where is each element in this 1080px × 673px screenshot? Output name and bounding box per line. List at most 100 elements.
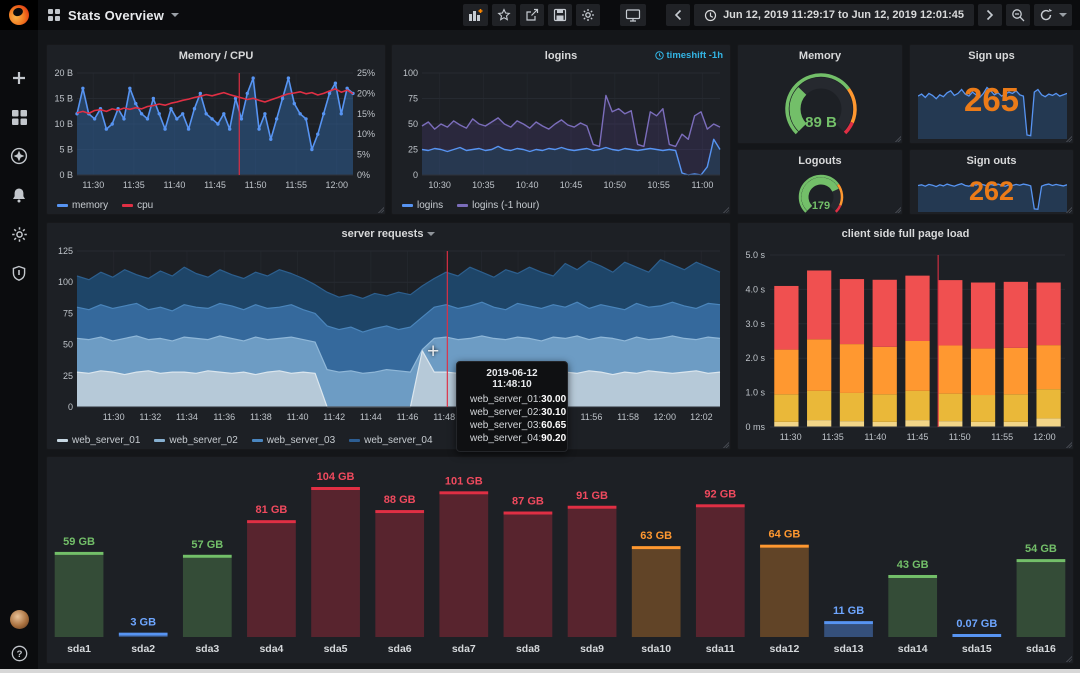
page-load-chart[interactable]: 5.0 s 4.0 s 3.0 s 2.0 s 1.0 s 0 ms 11:30 11:35 1… [738, 243, 1075, 449]
save-dashboard-button[interactable] [548, 4, 573, 26]
panel-signouts: Sign outs 262 [909, 149, 1074, 215]
legend: logins logins (-1 hour) [402, 200, 539, 211]
svg-text:11:35: 11:35 [123, 180, 145, 190]
share-dashboard-button[interactable] [520, 4, 545, 26]
user-avatar[interactable] [9, 609, 29, 629]
grafana-logo[interactable] [0, 0, 38, 30]
svg-text:10:35: 10:35 [472, 180, 495, 190]
add-panel-button[interactable] [463, 4, 489, 26]
svg-text:92 GB: 92 GB [704, 488, 736, 500]
dashboard-title-caret-icon[interactable] [171, 13, 180, 17]
svg-text:sda2: sda2 [131, 643, 155, 655]
dashboards-icon[interactable] [9, 107, 29, 127]
svg-text:87 GB: 87 GB [512, 496, 544, 508]
svg-text:15%: 15% [357, 109, 375, 119]
legend-item[interactable]: cpu [122, 200, 153, 211]
svg-text:sda6: sda6 [388, 643, 412, 655]
svg-text:101 GB: 101 GB [445, 475, 483, 487]
legend-item[interactable]: web_server_01 [57, 435, 140, 446]
disk-usage-chart[interactable]: 59 GB sda1 3 GB sda2 57 GB sda3 81 GB sda4 104 G… [47, 457, 1073, 663]
svg-text:11:30: 11:30 [82, 180, 104, 190]
svg-text:43 GB: 43 GB [897, 559, 929, 571]
legend-item[interactable]: logins (-1 hour) [457, 200, 539, 211]
dashboard-title[interactable]: Stats Overview [68, 7, 165, 23]
explore-compass-icon[interactable] [9, 146, 29, 166]
svg-text:10:45: 10:45 [560, 180, 583, 190]
panel-logins: logins timeshift -1h 100 75 50 25 0 10:30 10:3… [391, 44, 731, 215]
panel-title[interactable]: Memory / CPU [178, 50, 254, 62]
legend: web_server_01 web_server_02 web_server_03 w… [57, 435, 433, 446]
legend-item[interactable]: logins [402, 200, 443, 211]
signups-value: 265 [963, 81, 1020, 118]
svg-text:0: 0 [413, 170, 418, 180]
svg-text:11:30: 11:30 [780, 432, 802, 442]
svg-text:25: 25 [408, 145, 418, 155]
svg-text:63 GB: 63 GB [640, 530, 672, 542]
configuration-gear-icon[interactable] [9, 224, 29, 244]
panel-title[interactable]: Memory [798, 50, 842, 62]
svg-text:11:42: 11:42 [323, 412, 345, 422]
legend-item[interactable]: web_server_03 [251, 435, 335, 446]
tv-mode-button[interactable] [620, 4, 647, 26]
svg-text:11:35: 11:35 [822, 432, 844, 442]
panel-memory-cpu: Memory / CPU 20 B 15 B 10 B 5 B 0 B 25% 20% 15%… [46, 44, 386, 215]
time-back-button[interactable] [666, 4, 691, 26]
svg-text:0: 0 [68, 402, 73, 412]
star-dashboard-button[interactable] [492, 4, 517, 26]
svg-text:10:30: 10:30 [428, 180, 451, 190]
time-forward-button[interactable] [978, 4, 1002, 26]
svg-text:sda7: sda7 [452, 643, 476, 655]
server-requests-chart[interactable]: 125 100 75 50 25 0 11:30 11:32 11:34 11:36 11:38 11… [47, 243, 732, 429]
svg-text:50: 50 [408, 119, 418, 129]
panel-memory-gauge: Memory 89 B [737, 44, 903, 144]
tooltip-row: web_server_01: 30.00 [470, 394, 567, 405]
svg-text:50: 50 [63, 340, 73, 350]
svg-text:11 GB: 11 GB [833, 605, 864, 617]
svg-text:0%: 0% [357, 170, 370, 180]
zoom-out-button[interactable] [1006, 4, 1030, 26]
svg-text:sda3: sda3 [195, 643, 219, 655]
svg-text:11:44: 11:44 [360, 412, 382, 422]
svg-text:11:55: 11:55 [991, 432, 1013, 442]
svg-text:4.0 s: 4.0 s [745, 284, 765, 294]
panel-title[interactable]: client side full page load [841, 228, 970, 240]
svg-text:10:55: 10:55 [647, 180, 670, 190]
svg-text:11:55: 11:55 [285, 180, 307, 190]
svg-text:25%: 25% [357, 68, 375, 78]
server-admin-shield-icon[interactable] [9, 263, 29, 283]
svg-text:11:40: 11:40 [287, 412, 309, 422]
legend-item[interactable]: web_server_02 [154, 435, 238, 446]
refresh-interval-caret-icon[interactable] [1059, 13, 1067, 17]
help-icon[interactable]: ? [9, 643, 29, 663]
dashboard-settings-button[interactable] [576, 4, 601, 26]
alerting-bell-icon[interactable] [9, 185, 29, 205]
top-navbar: Stats Overview [0, 0, 1080, 30]
panel-title[interactable]: Logouts [798, 155, 842, 167]
signups-sparkline [918, 86, 1067, 139]
panel-title[interactable]: Sign ups [968, 50, 1015, 62]
create-plus-icon[interactable] [9, 68, 29, 88]
svg-text:sda13: sda13 [834, 643, 864, 655]
dashboard-grid-icon[interactable] [48, 9, 60, 21]
svg-text:11:38: 11:38 [250, 412, 272, 422]
memory-cpu-chart[interactable]: 20 B 15 B 10 B 5 B 0 B 25% 20% 15% 10% 5% 0% 11:30 1… [47, 65, 387, 195]
legend-item[interactable]: memory [57, 200, 108, 211]
svg-text:11:34: 11:34 [176, 412, 198, 422]
clock-icon [704, 9, 717, 21]
panel-title[interactable]: Sign outs [966, 155, 1017, 167]
tooltip-timestamp: 2019-06-12 11:48:10 [486, 368, 538, 390]
svg-text:11:36: 11:36 [213, 412, 235, 422]
svg-text:5%: 5% [357, 150, 370, 160]
panel-title[interactable]: server requests [47, 223, 730, 243]
svg-text:25: 25 [63, 371, 73, 381]
refresh-button[interactable] [1034, 4, 1072, 26]
time-range-picker[interactable]: Jun 12, 2019 11:29:17 to Jun 12, 2019 12… [694, 4, 974, 26]
svg-text:75: 75 [63, 308, 73, 318]
svg-text:11:46: 11:46 [397, 412, 419, 422]
tooltip-row: web_server_02: 30.10 [470, 407, 567, 418]
svg-text:11:48: 11:48 [433, 412, 455, 422]
svg-text:125: 125 [58, 246, 73, 256]
legend-item[interactable]: web_server_04 [349, 435, 433, 446]
panel-title[interactable]: logins [544, 50, 578, 62]
logins-chart[interactable]: 100 75 50 25 0 10:30 10:35 10:40 10:45 10:50 10:55… [392, 65, 732, 195]
